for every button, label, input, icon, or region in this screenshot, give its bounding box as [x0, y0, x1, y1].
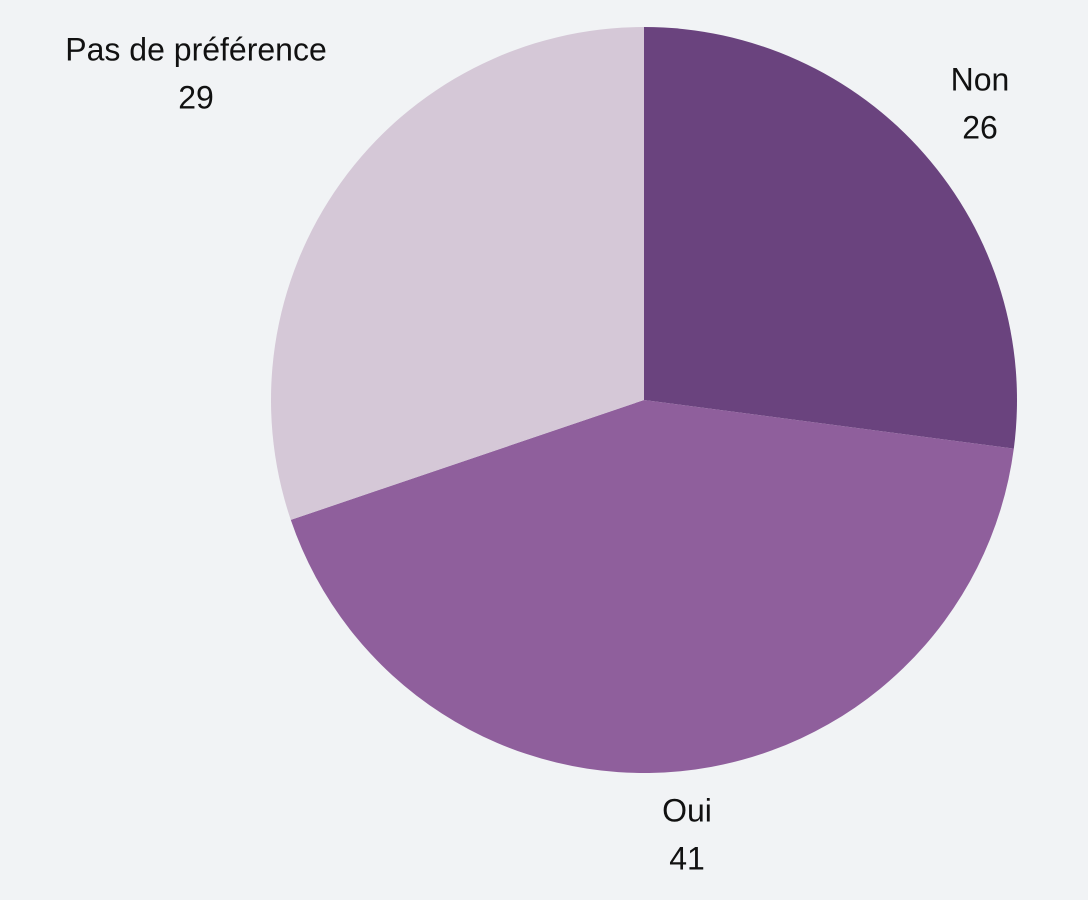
slice-value: 41 — [669, 840, 705, 876]
pie-slice — [644, 27, 1017, 449]
pie-slice — [290, 400, 1014, 774]
slice-value: 26 — [962, 109, 998, 145]
slice-label: Pas de préférence — [65, 31, 327, 67]
slice-value: 29 — [178, 79, 214, 115]
pie-slice — [271, 27, 644, 520]
slice-label: Non — [951, 61, 1010, 97]
slice-label: Oui — [662, 792, 712, 828]
